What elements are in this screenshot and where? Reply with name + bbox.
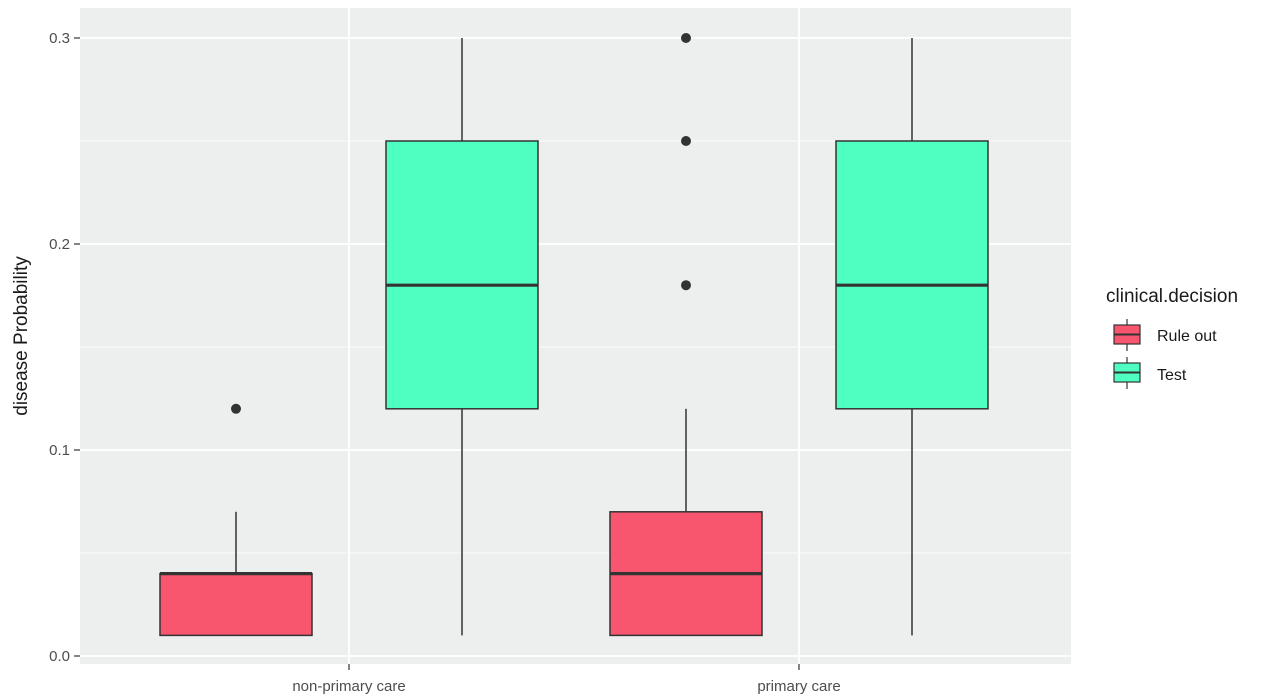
box-body (835, 140, 989, 410)
y-tick-label: 0.3 (49, 30, 70, 47)
box-test (835, 38, 989, 636)
y-tick-label: 0.0 (49, 648, 70, 665)
y-tick-label: 0.1 (49, 442, 70, 459)
legend-label-test: Test (1157, 367, 1187, 384)
outlier-point (681, 33, 691, 43)
legend-label-rule-out: Rule out (1157, 328, 1217, 345)
y-tick-label: 0.2 (49, 236, 70, 253)
outlier-point (231, 403, 241, 414)
box-body (385, 140, 539, 410)
box-body (159, 572, 313, 637)
x-tick-label: non-primary care (292, 678, 405, 695)
legend-title: clinical.decision (1106, 286, 1238, 307)
axes: 0.0 0.1 0.2 0.3 non-primary care primary care (49, 30, 841, 695)
box-rule-out (609, 33, 763, 637)
box-rule-out (159, 403, 313, 637)
legend: clinical.decision Rule out Test (1106, 286, 1238, 389)
x-tick-label: primary care (757, 678, 840, 695)
legend-key-rule-out (1113, 319, 1141, 351)
outlier-point (681, 280, 691, 291)
y-axis-title: disease Probability (11, 256, 32, 416)
legend-key-test (1113, 357, 1141, 389)
box-test (385, 38, 539, 636)
boxes (159, 33, 989, 637)
outlier-point (681, 136, 691, 146)
